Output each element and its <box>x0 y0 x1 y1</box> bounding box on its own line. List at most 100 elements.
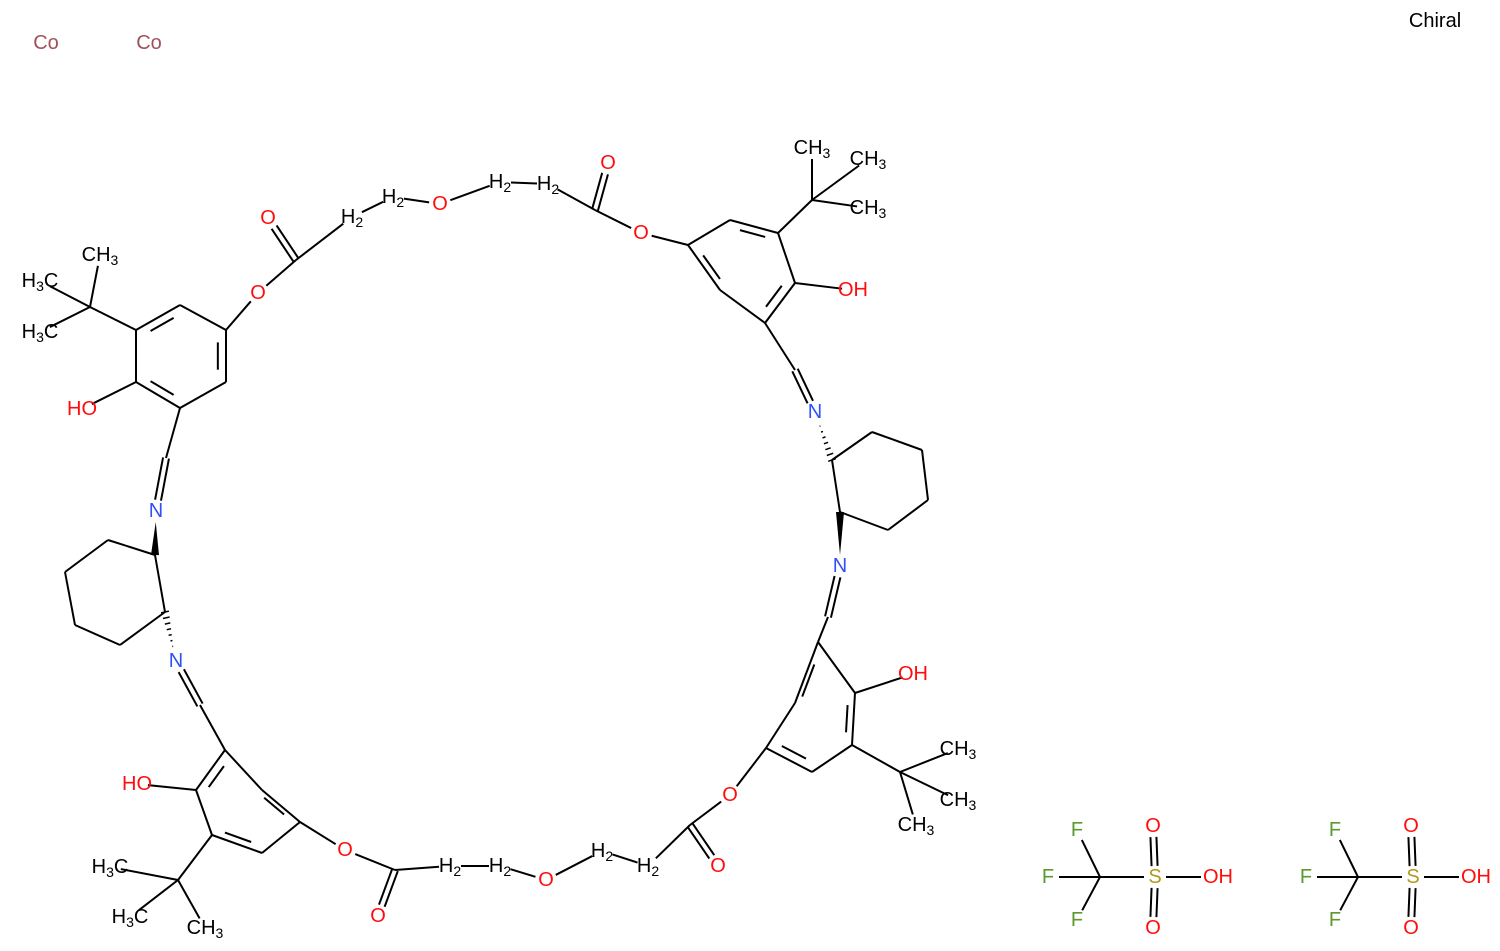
atom-label-h2: H2 <box>489 171 511 195</box>
atom-label-n: N <box>169 650 183 672</box>
hashed-bond <box>825 447 831 451</box>
bond <box>154 457 165 500</box>
bond <box>195 789 213 836</box>
bond <box>1149 887 1153 917</box>
bond <box>49 285 91 308</box>
bond <box>89 306 137 331</box>
bond <box>765 285 783 308</box>
hashed-bond <box>820 430 824 433</box>
bond <box>261 821 301 854</box>
atom-label-o: O <box>722 784 738 806</box>
bond <box>225 300 252 331</box>
bond <box>1407 887 1411 917</box>
bond <box>854 676 903 694</box>
atom-label-n: N <box>833 555 847 577</box>
bond <box>824 575 836 617</box>
atom-label-s: S <box>1406 866 1419 888</box>
bond <box>796 368 814 402</box>
bond <box>49 306 91 328</box>
bond <box>383 870 399 908</box>
bond <box>777 199 813 234</box>
atom-label-f: F <box>1329 909 1341 931</box>
hashed-bond <box>823 441 829 445</box>
bond <box>1149 837 1153 867</box>
atom-label-f: F <box>1042 866 1054 888</box>
bond <box>719 289 766 324</box>
bond <box>1338 839 1359 878</box>
hashed-bond <box>166 628 172 631</box>
bond <box>74 624 121 646</box>
bond <box>147 784 197 791</box>
bond <box>295 222 344 261</box>
bond <box>183 668 204 705</box>
atom-label-o: O <box>1403 815 1419 837</box>
bond <box>354 853 396 871</box>
bond <box>686 826 711 860</box>
atom-label-f: F <box>1071 909 1083 931</box>
bond <box>921 449 929 501</box>
bond <box>394 865 440 871</box>
bond <box>811 164 860 201</box>
bond <box>120 868 179 881</box>
bond <box>179 381 227 409</box>
atom-label-h3c: H3C <box>112 906 149 930</box>
bond <box>794 282 843 290</box>
bond <box>107 539 156 556</box>
bond <box>199 704 226 751</box>
atom-label-o: O <box>250 282 266 304</box>
bond <box>794 641 819 704</box>
atom-label-o: O <box>1145 917 1161 939</box>
bond <box>845 704 849 733</box>
atom-label-ch3: CH3 <box>794 137 831 161</box>
atom-label-f: F <box>1071 819 1083 841</box>
atom-label-o: O <box>633 222 649 244</box>
bond <box>1413 836 1417 866</box>
bond <box>510 868 536 878</box>
atom-label-ch3: CH3 <box>898 814 935 838</box>
bond <box>555 855 593 876</box>
bond <box>89 265 99 308</box>
atom-label-ch3: CH3 <box>82 244 119 268</box>
atom-label-h2: H2 <box>591 840 613 864</box>
bond <box>263 796 285 816</box>
atom-label-o: O <box>1145 815 1161 837</box>
bond <box>224 831 252 843</box>
atom-label-h2: H2 <box>382 186 404 210</box>
chiral-flag: Chiral <box>1409 10 1461 32</box>
atom-label-o: O <box>710 855 726 877</box>
atom-label-o: O <box>370 905 386 927</box>
bond <box>119 611 166 646</box>
atom-label-ch3: CH3 <box>850 148 887 172</box>
atom-label-o: O <box>432 193 448 215</box>
bond <box>138 879 179 912</box>
bond <box>829 577 842 618</box>
bond <box>777 232 796 284</box>
atom-label-ch3: CH3 <box>187 917 224 941</box>
bond <box>177 671 199 707</box>
bond <box>739 229 766 238</box>
bond <box>689 800 722 826</box>
bond <box>165 407 181 459</box>
atom-label-oh: OH <box>898 663 928 685</box>
atom-label-o: O <box>260 207 276 229</box>
bond <box>261 789 301 823</box>
bond <box>831 459 841 513</box>
bond <box>591 172 604 210</box>
atom-label-o: O <box>538 869 554 891</box>
bond <box>817 641 856 694</box>
bond <box>378 868 394 905</box>
bond <box>729 219 779 234</box>
bond <box>265 259 297 287</box>
bond <box>1081 876 1101 911</box>
bond <box>612 853 638 864</box>
bond <box>735 747 767 787</box>
cobalt-atom: Co <box>136 32 162 54</box>
atom-label-h2: H2 <box>637 855 659 879</box>
bond <box>765 747 813 773</box>
atom-label-ch3: CH3 <box>940 789 977 813</box>
bond <box>150 317 175 332</box>
bond <box>135 381 181 409</box>
atom-label-oh: OH <box>1203 866 1233 888</box>
bond <box>557 188 596 211</box>
atom-label-o: O <box>337 839 353 861</box>
